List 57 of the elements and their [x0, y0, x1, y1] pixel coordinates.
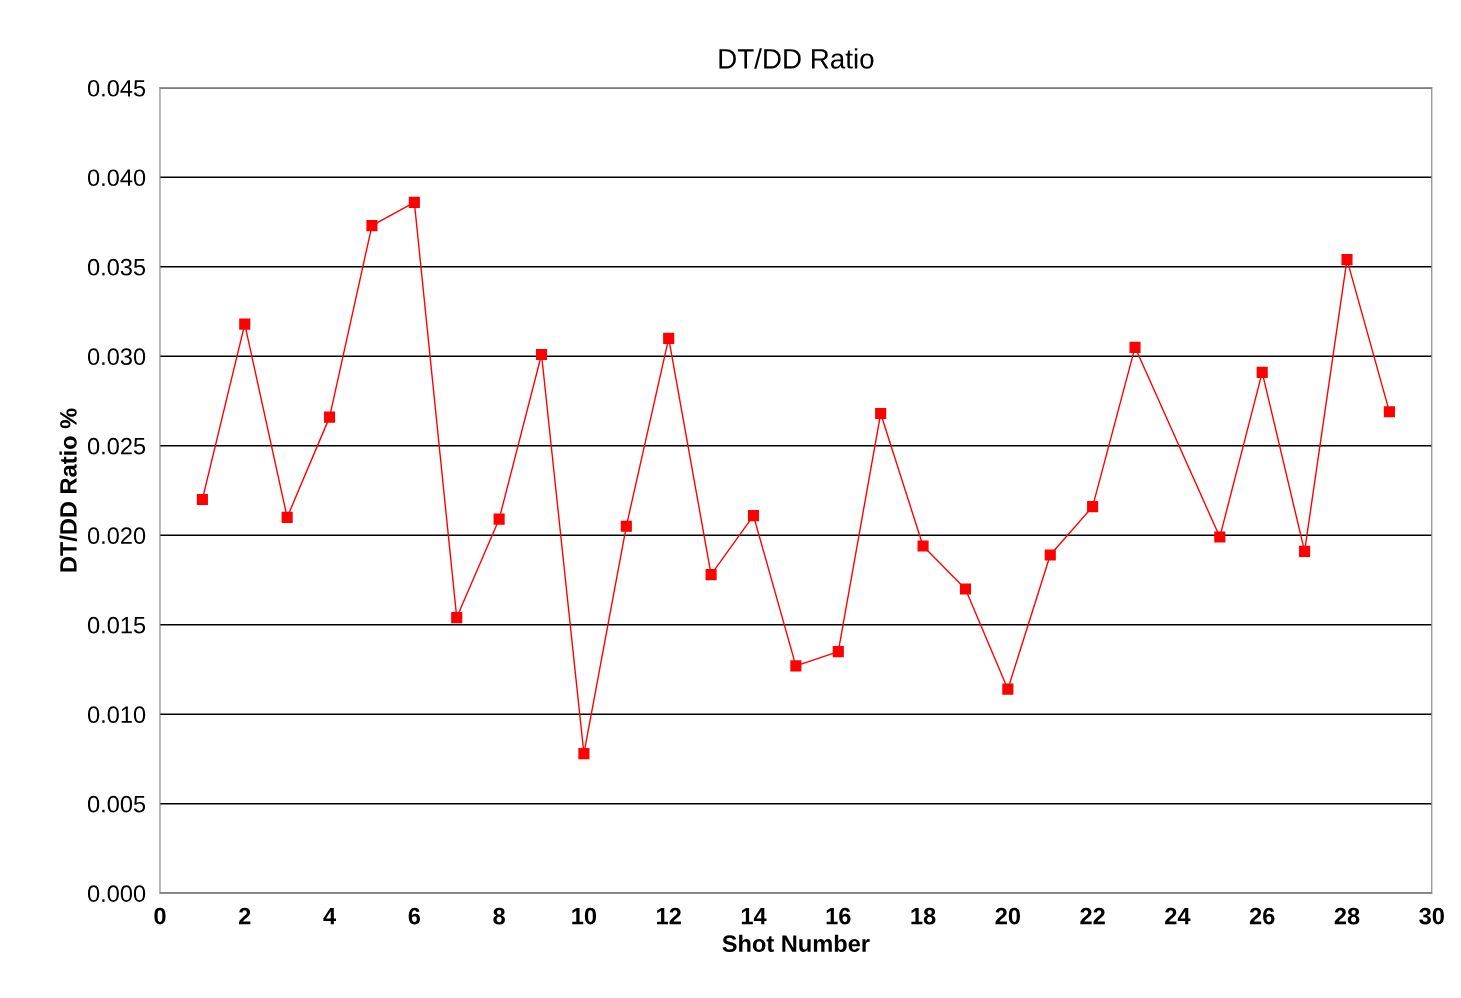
- x-tick-label: 8: [493, 907, 505, 925]
- x-tick-label: 18: [911, 907, 936, 925]
- x-axis-title: Shot Number: [722, 934, 870, 953]
- y-tick-label: 0.035: [87, 258, 146, 276]
- x-tick-label: 10: [572, 907, 597, 925]
- point: [1299, 545, 1311, 557]
- point: [705, 569, 717, 581]
- point: [366, 220, 378, 232]
- x-tick-label: 12: [657, 907, 681, 925]
- x-tick-label: 4: [323, 907, 336, 925]
- point: [917, 540, 929, 552]
- x-tick-label: 0: [154, 907, 166, 925]
- y-tick-label: 0.020: [87, 527, 146, 545]
- y-tick-label: 0.040: [87, 169, 146, 187]
- y-tick-label: 0.015: [87, 616, 146, 634]
- x-tick-label: 6: [408, 907, 421, 925]
- chart-title: DT/DD Ratio: [719, 48, 874, 69]
- point: [281, 511, 293, 523]
- x-tick-label: 20: [995, 907, 1021, 925]
- x-tick-label: 14: [741, 907, 767, 925]
- point: [832, 646, 844, 658]
- point: [1214, 531, 1226, 543]
- y-tick-label: 0.045: [87, 79, 146, 97]
- point: [1087, 501, 1099, 513]
- x-tick-label: 26: [1249, 907, 1275, 925]
- x-tick-label: 22: [1080, 907, 1105, 925]
- y-tick-label: 0.010: [87, 706, 146, 724]
- point: [959, 583, 972, 595]
- point: [535, 348, 548, 361]
- point: [493, 513, 505, 525]
- point: [790, 660, 802, 672]
- point: [408, 196, 420, 208]
- y-tick-label: 0.000: [87, 885, 146, 902]
- point: [323, 411, 336, 423]
- y-tick-label: 0.005: [87, 795, 146, 813]
- x-tick-label: 28: [1334, 907, 1360, 925]
- x-tick-label: 16: [826, 907, 851, 925]
- x-tick-label: 2: [239, 907, 251, 925]
- y-axis-title: DT/DD Ratio %: [59, 408, 78, 572]
- point: [196, 493, 208, 506]
- point: [578, 748, 590, 760]
- point: [1341, 254, 1353, 266]
- point: [239, 318, 251, 330]
- point: [875, 408, 887, 420]
- point: [1044, 549, 1056, 561]
- point: [1256, 366, 1268, 378]
- y-tick-label: 0.030: [87, 348, 146, 366]
- point: [620, 520, 632, 532]
- point: [663, 332, 675, 344]
- point: [1129, 341, 1141, 353]
- y-tick-label: 0.025: [87, 437, 146, 455]
- point: [747, 510, 760, 522]
- x-tick-label: 24: [1165, 907, 1191, 925]
- point: [1002, 683, 1014, 695]
- x-tick-label: 30: [1419, 907, 1444, 925]
- point: [1383, 406, 1395, 418]
- point: [451, 612, 463, 624]
